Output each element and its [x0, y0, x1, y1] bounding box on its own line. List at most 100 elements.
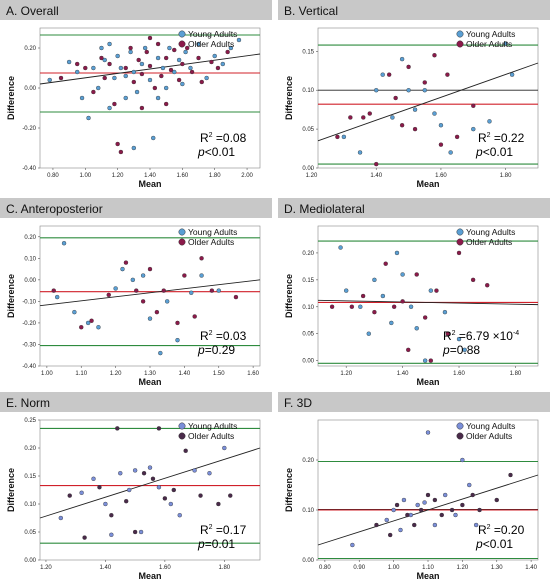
older-adult-point [374, 522, 379, 528]
x-tick-label: 1.00 [79, 173, 91, 179]
r-squared-stat: R2 =0.20 [478, 523, 525, 537]
older-adult-point [329, 304, 335, 309]
young-adult-point [147, 465, 153, 470]
y-axis-label: Difference [284, 274, 294, 318]
young-adult-point [471, 126, 476, 132]
panel-header [0, 198, 272, 218]
older-adult-point [171, 487, 176, 493]
legend-marker-young [456, 228, 464, 236]
panel-a: A. Overall -0.40 -0.20 0.00 0.20 0.80 1.00 1.20… [0, 0, 272, 189]
x-tick-label: 1.20 [110, 371, 122, 377]
young-adult-point [503, 41, 508, 46]
y-tick-label: 0.00 [24, 558, 36, 564]
young-adult-point [140, 273, 146, 278]
x-axis-label: Mean [138, 179, 161, 189]
young-adult-point [175, 337, 180, 343]
panel-header [278, 0, 550, 20]
x-tick-label: 1.30 [491, 565, 503, 571]
older-adult-point [132, 529, 138, 535]
young-adult-point [176, 57, 182, 63]
older-adult-point [228, 493, 233, 498]
older-adult-point [152, 85, 158, 91]
older-adult-point [225, 49, 230, 55]
older-adult-point [387, 532, 393, 538]
y-tick-label: 0.00 [24, 86, 36, 92]
p-value: <0.01 [483, 145, 514, 159]
young-adult-point [341, 134, 347, 140]
plot-area [39, 27, 261, 169]
p-symbol: p [475, 145, 483, 159]
older-adult-point [112, 101, 117, 107]
young-adult-point [91, 476, 96, 482]
young-adult-point [155, 55, 161, 61]
older-adult-point [154, 309, 160, 315]
young-adult-point [204, 75, 209, 81]
older-adult-point [198, 493, 203, 498]
older-adult-point [134, 288, 139, 293]
young-adult-point [374, 88, 379, 93]
older-adult-point [144, 49, 149, 55]
young-adult-point [177, 512, 182, 518]
young-adult-point [156, 484, 162, 490]
older-adult-point [418, 507, 424, 513]
y-axis-label: Difference [6, 468, 16, 512]
young-adult-point [147, 77, 153, 83]
young-adult-point [391, 507, 396, 513]
r-symbol: R [478, 131, 487, 145]
r-symbol: R [443, 329, 452, 343]
legend-marker-older [456, 432, 464, 440]
young-adult-point [85, 320, 91, 326]
older-adult-point [445, 331, 450, 336]
young-adult-point [61, 241, 67, 246]
r-squared-value: =6.79 ×10 [456, 329, 514, 343]
young-adult-point [96, 325, 101, 330]
older-adult-point [209, 59, 214, 65]
panel-e: E. Norm 0.00 0.05 0.10 0.15 0.20 0.25 1.20 1.40 1… [0, 392, 272, 581]
legend-label-older: Older Adults [188, 237, 234, 247]
young-adult-point [228, 45, 234, 51]
regression-line [39, 279, 261, 307]
older-adult-point [131, 79, 137, 85]
panel-header [278, 198, 550, 218]
legend-label-older: Older Adults [466, 237, 512, 247]
young-adult-point [432, 111, 437, 116]
legend-label-young: Young Adults [188, 421, 237, 431]
x-tick-label: 1.40 [144, 173, 156, 179]
y-tick-label: -0.30 [22, 342, 36, 348]
r-squared-superscript: 2 [209, 524, 213, 531]
p-value: <0.01 [205, 145, 236, 159]
older-adult-point [477, 507, 482, 513]
young-adult-point [112, 75, 117, 81]
young-adult-point [448, 150, 453, 155]
y-axis-label: Difference [284, 76, 294, 120]
older-adult-point [422, 80, 427, 85]
young-adult-point [398, 527, 403, 533]
legend-marker-young [456, 30, 464, 38]
panel-title: D. Mediolateral [284, 202, 365, 216]
older-adult-point [422, 315, 428, 320]
older-adult-point [360, 293, 366, 299]
older-adult-point [438, 142, 444, 147]
young-adult-point [142, 45, 148, 51]
young-adult-point [207, 470, 212, 476]
p-value-stat: p=0.88 [442, 343, 480, 357]
y-axis-label: Difference [6, 274, 16, 318]
young-adult-point [467, 482, 472, 488]
x-tick-label: 1.60 [247, 371, 259, 377]
young-adult-point [147, 316, 153, 321]
r-symbol: R [200, 329, 209, 343]
p-symbol: p [475, 537, 483, 551]
x-axis-label: Mean [416, 377, 439, 387]
older-adult-point [508, 472, 513, 478]
young-adult-point [155, 95, 161, 101]
young-adult-point [406, 88, 411, 93]
y-tick-label: 0.20 [24, 446, 36, 452]
young-adult-point [86, 115, 91, 121]
y-tick-label: -0.20 [22, 126, 36, 132]
x-axis-label: Mean [138, 377, 161, 387]
young-adult-point [113, 286, 118, 291]
x-axis-label: Mean [138, 571, 161, 581]
young-adult-point [151, 135, 156, 141]
older-adult-point [67, 493, 72, 498]
legend-label-young: Young Adults [466, 29, 515, 39]
